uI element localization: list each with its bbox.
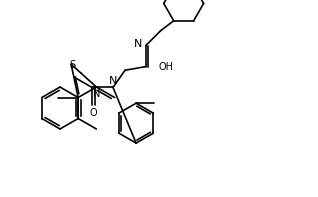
Text: S: S (69, 60, 75, 70)
Text: N: N (109, 76, 117, 86)
Text: O: O (89, 108, 97, 118)
Text: N: N (93, 89, 100, 99)
Text: OH: OH (158, 62, 173, 72)
Text: N: N (135, 39, 143, 49)
